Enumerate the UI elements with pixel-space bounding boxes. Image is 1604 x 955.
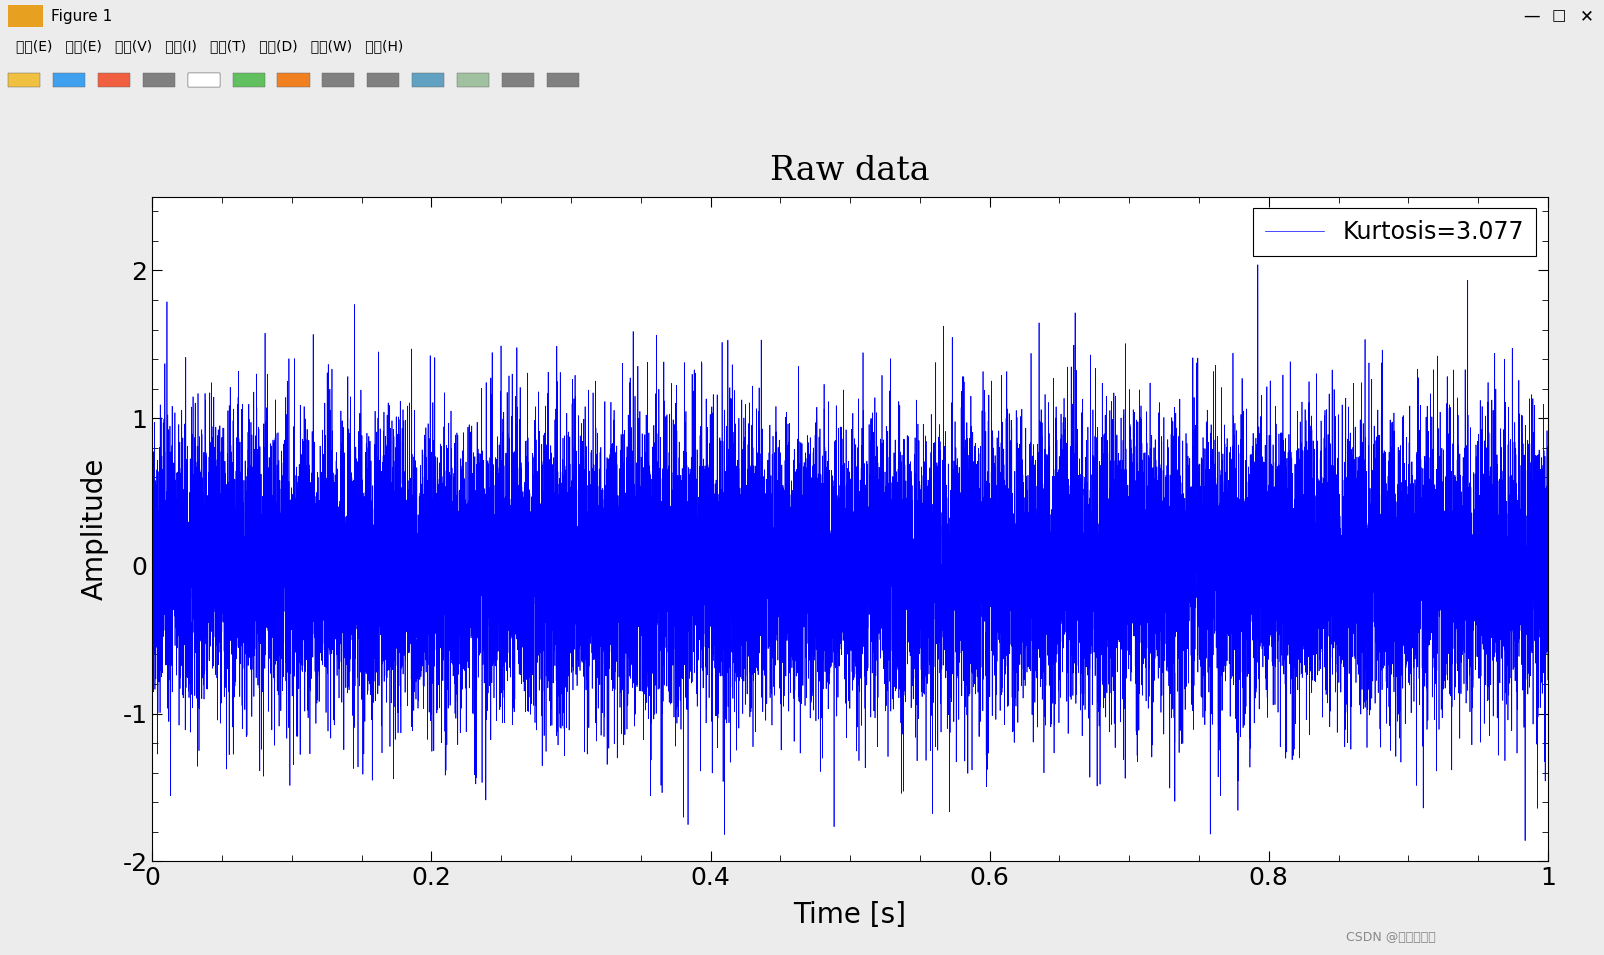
- Bar: [143, 73, 175, 87]
- Text: 文件(E)   编辑(E)   查看(V)   插入(I)   工具(T)   桌面(D)   窗口(W)   帮助(H): 文件(E) 编辑(E) 查看(V) 插入(I) 工具(T) 桌面(D) 窗口(W…: [16, 39, 403, 53]
- Y-axis label: Amplitude: Amplitude: [80, 457, 109, 600]
- Kurtosis=3.077: [1248, 259, 1267, 270]
- Kurtosis=3.077: [1516, 835, 1535, 846]
- Kurtosis=3.077: [802, 579, 821, 590]
- Kurtosis=3.077: [491, 511, 510, 522]
- Bar: [233, 73, 265, 87]
- Kurtosis=3.077: [1448, 616, 1468, 627]
- Bar: [502, 73, 534, 87]
- Bar: [322, 73, 354, 87]
- Title: Raw data: Raw data: [770, 155, 930, 187]
- Text: —: —: [1524, 7, 1540, 25]
- Bar: [53, 73, 85, 87]
- Bar: [412, 73, 444, 87]
- Bar: [277, 73, 310, 87]
- Text: ✕: ✕: [1580, 7, 1593, 25]
- Kurtosis=3.077: [986, 558, 1006, 569]
- Text: □: □: [1553, 9, 1566, 24]
- Bar: [98, 73, 130, 87]
- Kurtosis=3.077: [1538, 674, 1557, 686]
- Bar: [8, 5, 43, 27]
- Bar: [457, 73, 489, 87]
- Text: CSDN @茹枝科研社: CSDN @茹枝科研社: [1346, 930, 1436, 944]
- Bar: [8, 73, 40, 87]
- Bar: [188, 73, 220, 87]
- Kurtosis=3.077: [1038, 519, 1057, 530]
- X-axis label: Time [s]: Time [s]: [794, 902, 906, 929]
- Kurtosis=3.077: [1142, 630, 1161, 642]
- Kurtosis=3.077: [143, 525, 162, 537]
- Bar: [547, 73, 579, 87]
- Bar: [188, 73, 220, 87]
- Bar: [367, 73, 399, 87]
- Line: Kurtosis=3.077: Kurtosis=3.077: [152, 265, 1548, 840]
- Legend: Kurtosis=3.077: Kurtosis=3.077: [1253, 208, 1537, 256]
- Text: Figure 1: Figure 1: [51, 9, 112, 24]
